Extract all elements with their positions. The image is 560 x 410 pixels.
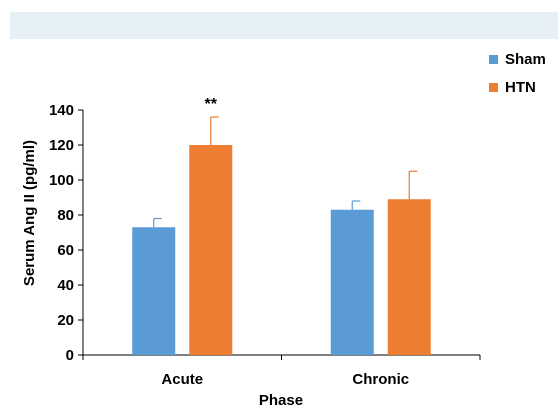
x-tick-label: Chronic <box>352 371 409 388</box>
y-tick-label: 40 <box>57 277 74 294</box>
legend-label-sham: Sham <box>505 51 546 68</box>
bars: ** <box>132 96 431 355</box>
bar-sham-acute <box>132 227 176 355</box>
bar-sham-chronic <box>330 209 374 355</box>
y-tick-label: 60 <box>57 242 74 259</box>
x-tick-label: Acute <box>161 371 203 388</box>
x-axis-label: Phase <box>259 392 303 409</box>
bar-htn-chronic <box>387 199 431 355</box>
y-tick-label: 80 <box>57 207 74 224</box>
legend-swatch-htn <box>489 83 498 92</box>
y-tick-label: 100 <box>49 172 74 189</box>
header-band <box>10 12 558 39</box>
y-tick-label: 0 <box>66 347 74 364</box>
legend-swatch-sham <box>489 55 498 64</box>
legend: Sham HTN <box>489 51 546 96</box>
y-tick-label: 120 <box>49 137 74 154</box>
axes: 0 20 40 60 80 100 120 140 Acute Chronic <box>49 102 481 388</box>
legend-label-htn: HTN <box>505 79 536 96</box>
bar-htn-acute <box>189 145 233 355</box>
y-tick-label: 20 <box>57 312 74 329</box>
significance-marker: ** <box>205 96 218 113</box>
y-axis-label: Serum Ang II (pg/ml) <box>21 140 38 286</box>
y-tick-label: 140 <box>49 102 74 119</box>
